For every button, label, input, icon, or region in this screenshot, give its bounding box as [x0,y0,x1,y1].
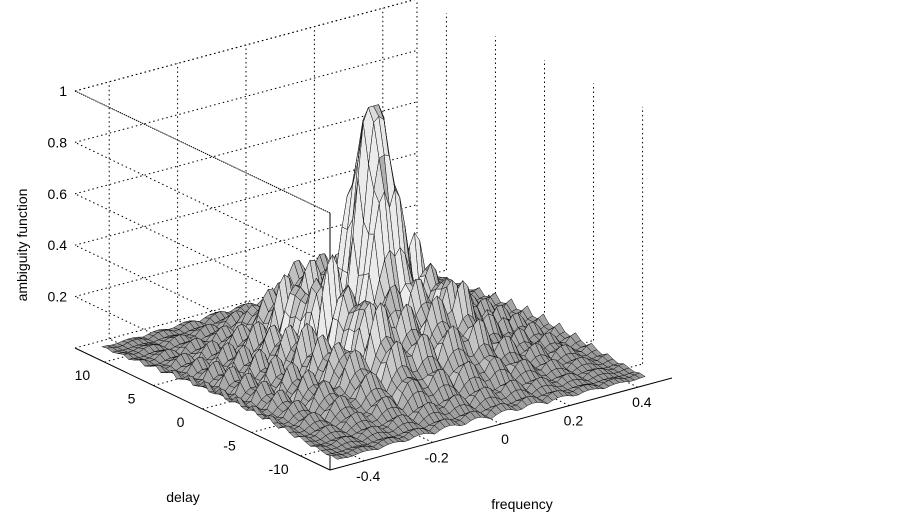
surface-patch [634,372,646,379]
left-wall-grid-z [74,90,331,214]
x-axis-line [329,377,673,471]
surface-mesh [101,103,646,460]
y-tick-label: 10 [75,367,91,383]
z-axis-label: ambiguity function [14,189,30,302]
x-tick-label: -0.4 [356,468,380,484]
x-tick-label: 0 [501,431,509,447]
y-tick-label: -10 [268,461,288,477]
axis-ticks: -0.4 -0.2 0 0.2 0.4 -10 -5 0 5 10 0.2 0.4 0.6 0.8 1 [48,83,652,484]
left-top-edge [74,90,331,214]
z-tick-label: 0.4 [48,237,68,253]
x-tick-label: 0.4 [632,394,652,410]
z-tick-label: 0.8 [48,134,68,150]
y-axis-label: delay [166,489,199,505]
y-axis-line [74,347,331,471]
back-wall-grid-z [74,49,418,143]
back-wall-grid-z [74,152,418,246]
x-tick-label: 0.2 [564,413,584,429]
y-tick-label: 5 [128,391,136,407]
x-tick-label: -0.2 [425,449,449,465]
z-tick-label: 0.6 [48,186,68,202]
back-wall-grid-z [74,0,416,92]
z-tick-label: 1 [59,83,67,99]
y-tick-label: 0 [177,414,185,430]
back-floor-edge [74,255,418,349]
y-tick-label: -5 [223,437,236,453]
left-wall-grid-z [74,141,331,265]
back-wall-grid-z [74,101,418,195]
z-tick-label: 0.2 [48,289,68,305]
back-wall-grid-z [74,204,418,298]
x-axis-label: frequency [491,496,552,512]
